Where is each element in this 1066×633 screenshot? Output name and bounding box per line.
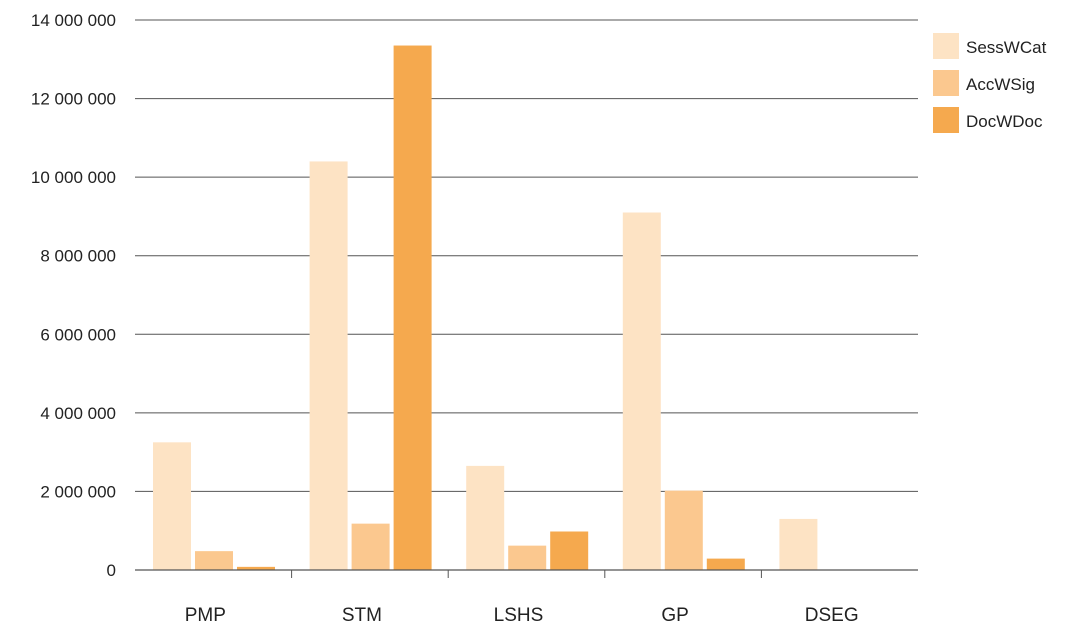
bars	[153, 45, 818, 571]
bar-sesswcat-dseg	[779, 518, 818, 570]
legend-swatch-accwsig	[933, 70, 959, 96]
bar-sesswcat-lshs	[466, 465, 505, 570]
legend-label-accwsig: AccWSig	[966, 75, 1035, 94]
x-tick-label: GP	[661, 605, 688, 626]
gridlines	[135, 19, 918, 492]
x-tick-label: PMP	[185, 605, 226, 626]
bar-sesswcat-gp	[622, 212, 661, 570]
legend-swatch-sesswcat	[933, 33, 959, 59]
bar-accwsig-lshs	[508, 545, 547, 570]
bar-accwsig-gp	[664, 490, 703, 570]
bar-accwsig-stm	[351, 523, 390, 570]
x-tick-label: LSHS	[494, 605, 544, 626]
bar-docwdoc-pmp	[237, 566, 275, 570]
y-tick-label: 12 000 000	[31, 90, 116, 109]
legend-swatch-docwdoc	[933, 107, 959, 133]
legend-label-sesswcat: SessWCat	[966, 38, 1047, 57]
bar-accwsig-pmp	[195, 551, 233, 570]
y-tick-label: 14 000 000	[31, 11, 116, 30]
legend: SessWCat AccWSig DocWDoc	[933, 33, 1047, 133]
y-tick-label: 6 000 000	[40, 325, 116, 344]
x-tick-label: DSEG	[805, 605, 859, 626]
bar-docwdoc-gp	[706, 558, 745, 570]
bar-docwdoc-stm	[393, 45, 432, 571]
x-tick-label: STM	[342, 605, 382, 626]
bar-sesswcat-stm	[309, 161, 348, 570]
bar-docwdoc-lshs	[550, 531, 589, 570]
bar-sesswcat-pmp	[153, 442, 191, 570]
y-tick-label: 8 000 000	[40, 247, 116, 266]
y-tick-label: 10 000 000	[31, 168, 116, 187]
y-tick-label: 4 000 000	[40, 404, 116, 423]
y-tick-label: 0	[107, 561, 116, 580]
axes: 0 2 000 000 4 000 000 6 000 000 8 000 000 10 …	[31, 11, 918, 626]
legend-label-docwdoc: DocWDoc	[966, 112, 1043, 131]
y-tick-label: 2 000 000	[40, 482, 116, 501]
